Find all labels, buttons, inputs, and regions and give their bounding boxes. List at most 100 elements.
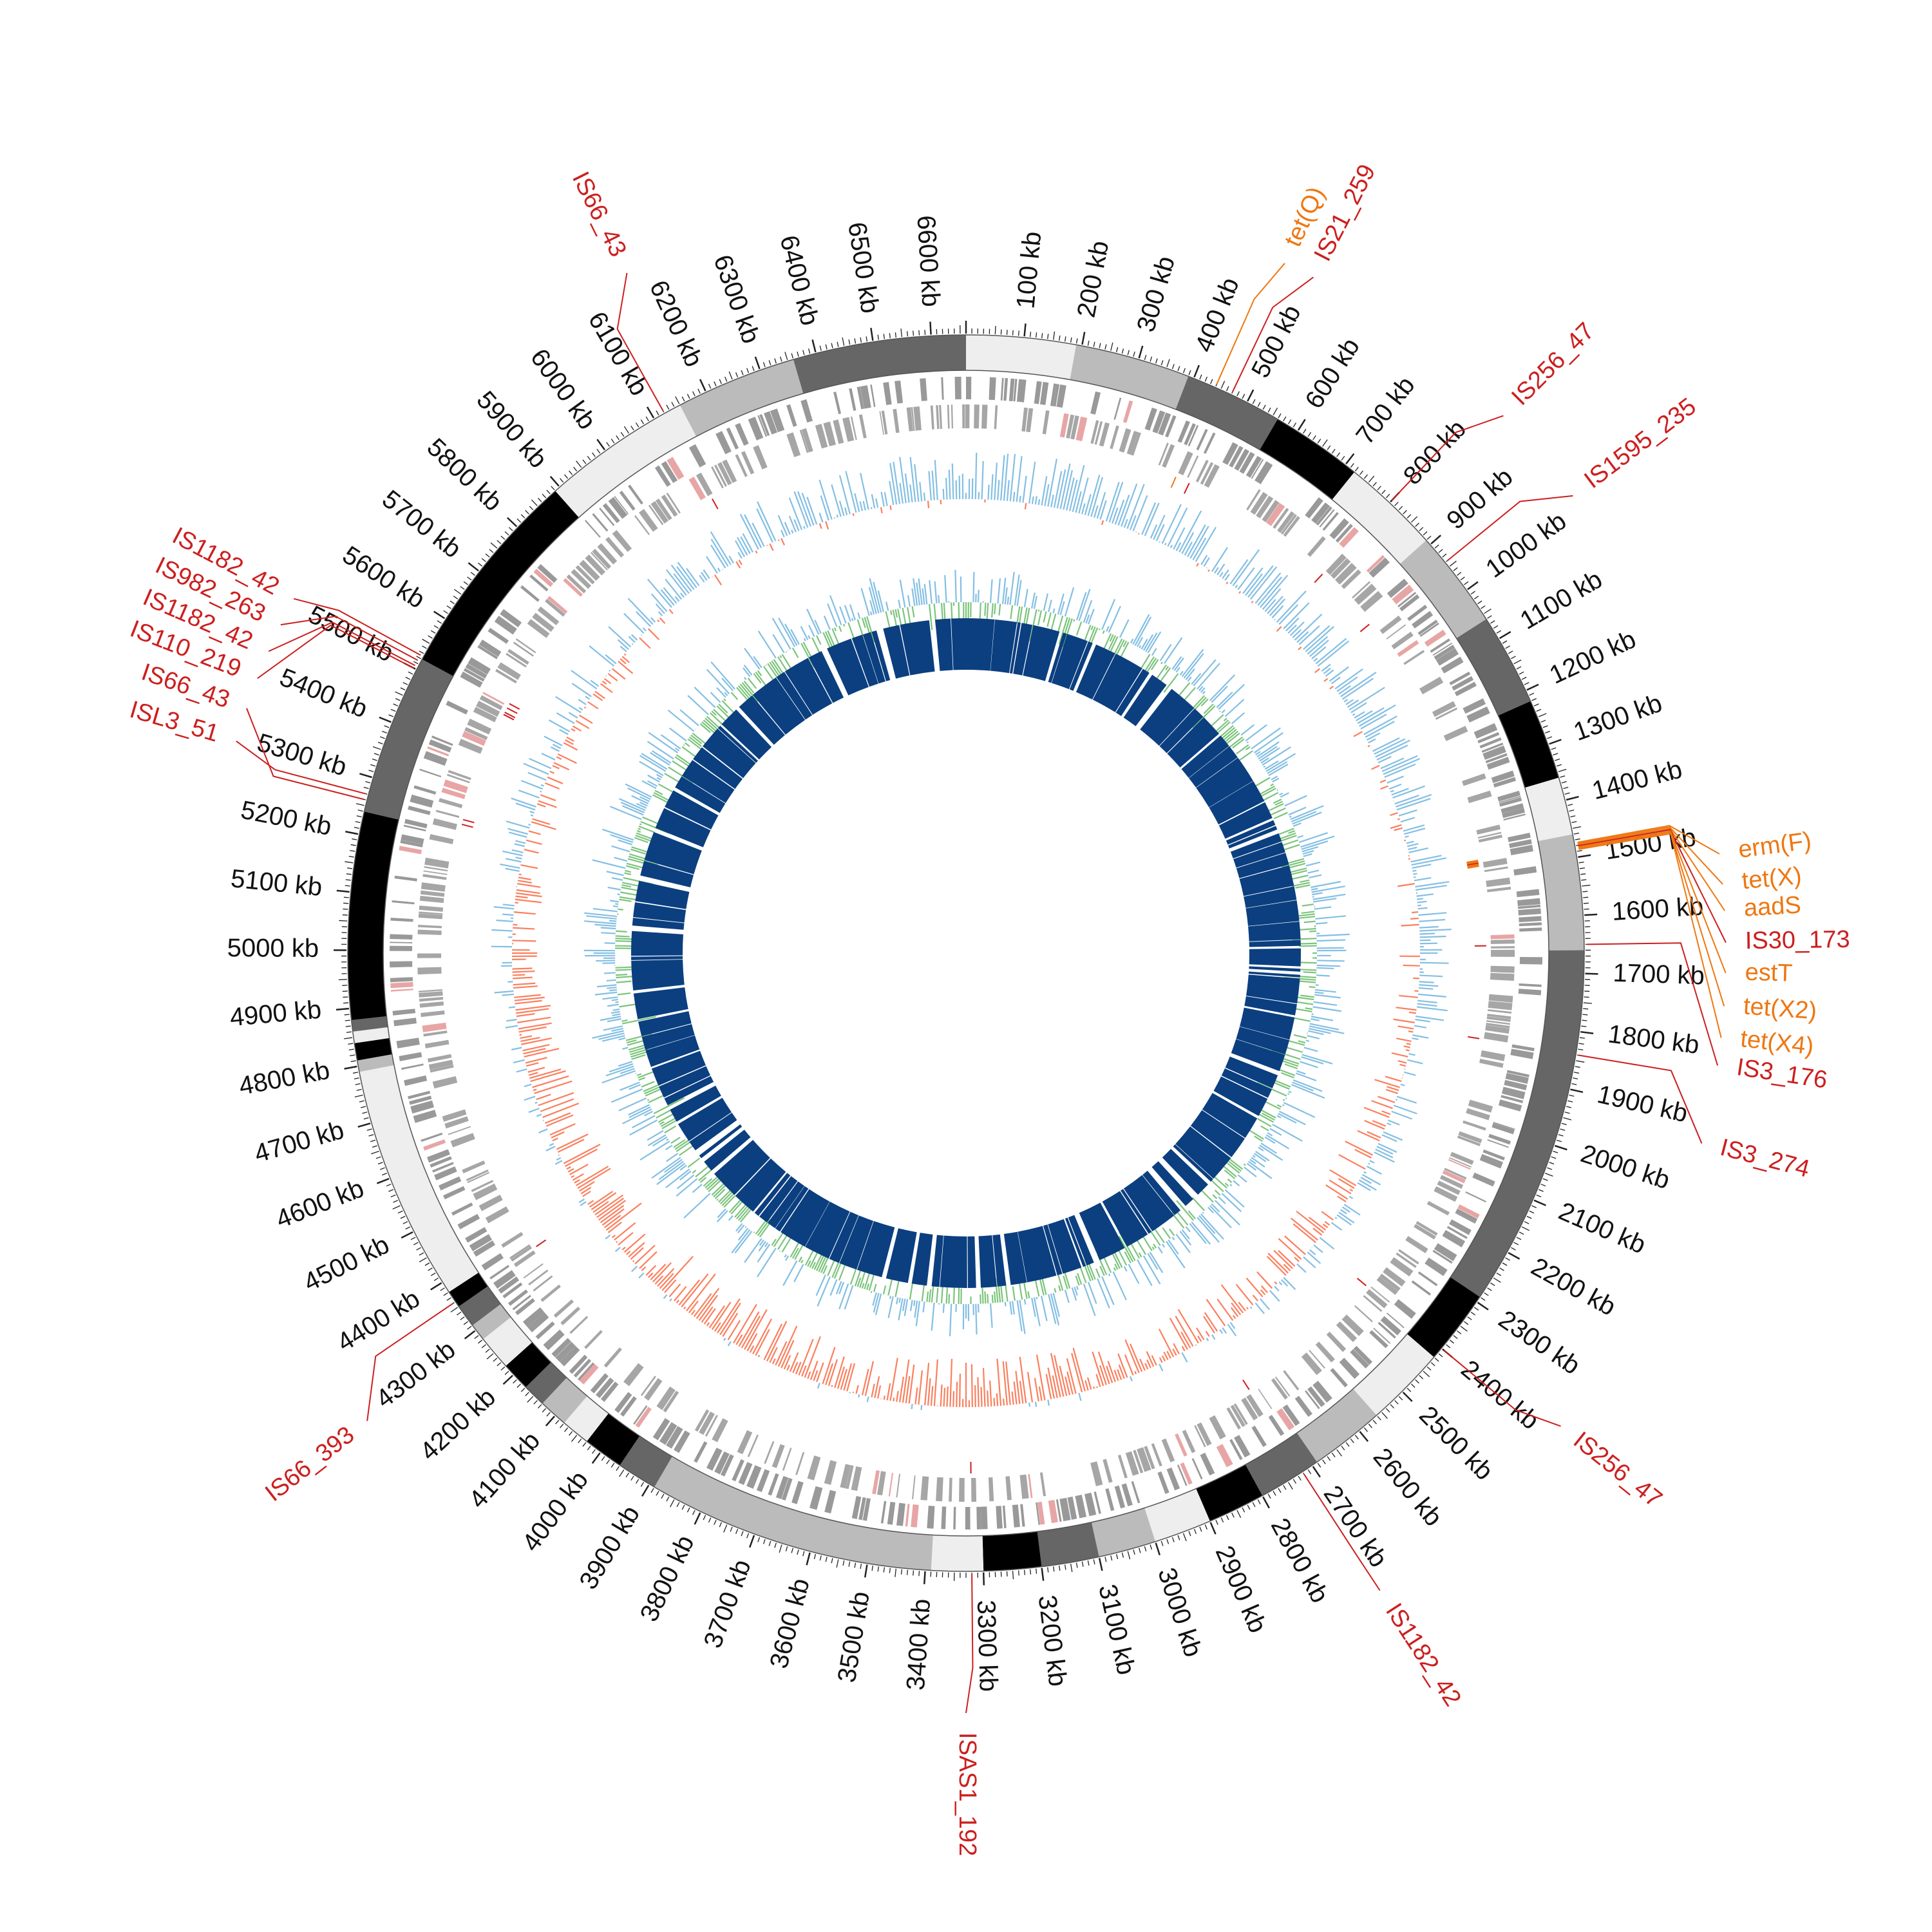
gc-skew-bar: [1012, 491, 1016, 502]
minor-tick: [1496, 1273, 1502, 1276]
gc-skew-bar: [825, 1363, 833, 1385]
gc-content-bar: [1314, 989, 1336, 993]
minor-tick: [1470, 1311, 1475, 1316]
gc-content-bar: [1263, 765, 1266, 768]
gc-skew-bar: [652, 1262, 672, 1283]
gc-content-bar: [1311, 1013, 1314, 1016]
cds-feature: [1339, 1358, 1360, 1379]
minor-tick: [424, 1262, 430, 1266]
cds-feature: [1463, 1120, 1486, 1131]
gc-skew-bar: [1356, 710, 1373, 721]
gc-skew-bar: [1283, 1264, 1291, 1272]
gc-skew-bar: [1229, 1321, 1236, 1329]
cds-feature: [419, 768, 442, 778]
gc-skew-bar: [515, 999, 542, 1005]
gc-skew-bar: [1336, 676, 1358, 692]
cds-feature: [482, 692, 505, 705]
gc-content-bar: [1299, 1061, 1318, 1068]
gc-skew-bar: [1419, 942, 1438, 945]
cds-feature: [477, 645, 498, 659]
gc-skew-bar: [914, 1387, 918, 1405]
cds-feature: [858, 1497, 866, 1520]
cds-feature: [513, 1250, 536, 1267]
cds-feature: [1490, 972, 1515, 981]
gc-skew-bar: [1217, 1298, 1234, 1321]
minor-tick: [516, 518, 522, 523]
gc-skew-bar: [1180, 1331, 1191, 1349]
gc-skew-bar: [1314, 668, 1321, 674]
gc-content-bar: [1197, 663, 1220, 690]
gc-skew-bar: [871, 1383, 875, 1397]
annotation-leader-line: [236, 740, 366, 795]
gc-skew-bar: [614, 1247, 621, 1253]
gc-skew-bar: [509, 831, 527, 838]
gc-content-bar: [612, 1009, 620, 1011]
minor-tick: [1493, 625, 1499, 629]
cds-feature: [513, 641, 534, 657]
major-tick: [433, 611, 446, 620]
gc-content-bar: [1023, 589, 1028, 607]
gc-skew-bar: [1358, 704, 1396, 727]
gc-skew-bar: [994, 462, 998, 500]
cds-feature: [1103, 1459, 1113, 1483]
minor-tick: [1182, 368, 1186, 374]
core-genome-block: [1075, 644, 1115, 700]
minor-tick: [408, 671, 413, 675]
gc-skew-bar: [515, 802, 536, 811]
annotation-mark: [504, 712, 516, 719]
cds-feature: [746, 1465, 762, 1489]
gc-content-bar: [665, 1168, 690, 1189]
gc-content-bar: [1009, 571, 1015, 605]
cds-feature: [605, 536, 625, 558]
minor-tick: [784, 352, 788, 361]
cds-feature: [410, 794, 434, 808]
cds-feature: [1387, 578, 1408, 598]
gc-skew-bar: [639, 637, 651, 649]
minor-tick: [1529, 1210, 1535, 1214]
cds-feature: [795, 1452, 805, 1475]
gc-skew-bar: [544, 735, 563, 746]
gc-content-bar: [1001, 578, 1007, 605]
cds-feature: [1157, 1471, 1170, 1494]
gc-skew-bar: [777, 1325, 798, 1367]
gc-content-bar: [1134, 616, 1152, 646]
minor-tick: [1193, 1529, 1197, 1534]
cds-feature: [421, 1132, 443, 1142]
annotation-mark: [1467, 863, 1479, 867]
cds-feature: [1110, 425, 1119, 450]
cds-feature: [1002, 1505, 1007, 1529]
gc-skew-bar: [1235, 584, 1238, 589]
minor-tick: [405, 676, 411, 680]
gc-content-bar: [1136, 1259, 1153, 1286]
gc-skew-bar: [617, 639, 629, 650]
minor-tick: [1582, 1014, 1588, 1016]
minor-tick: [1583, 902, 1589, 904]
gc-skew-bar: [1034, 496, 1037, 505]
minor-tick: [1410, 516, 1418, 523]
minor-tick: [1464, 581, 1469, 585]
cds-feature: [1042, 410, 1050, 435]
cds-feature: [1121, 1483, 1133, 1506]
gc-content-bar: [1200, 1213, 1224, 1240]
gc-skew-bar: [1399, 1063, 1406, 1067]
minor-tick: [1551, 1156, 1557, 1159]
cds-feature: [457, 1213, 480, 1229]
gc-skew-bar: [1161, 1355, 1166, 1362]
cds-feature: [1490, 949, 1515, 957]
gc-content-bar: [596, 960, 616, 962]
gc-skew-bar: [534, 1080, 573, 1094]
gc-content-bar: [1198, 1215, 1216, 1235]
minor-tick: [400, 1216, 406, 1219]
cds-feature: [1501, 803, 1524, 813]
gc-skew-bar: [631, 1265, 638, 1273]
gc-skew-bar: [1158, 1328, 1175, 1358]
minor-tick: [390, 708, 396, 712]
gc-skew-bar: [600, 1205, 625, 1224]
cds-feature: [722, 459, 737, 483]
gc-content-bar: [737, 1224, 745, 1234]
major-tick: [1554, 1144, 1567, 1151]
contig-segment: [1456, 619, 1531, 716]
gc-skew-bar: [862, 500, 866, 511]
gc-skew-bar: [836, 514, 839, 518]
gc-content-bar: [1297, 835, 1304, 838]
